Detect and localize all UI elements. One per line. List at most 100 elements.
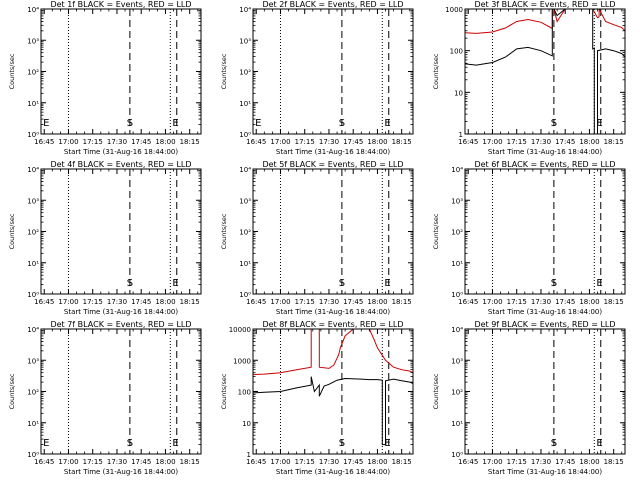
y-tick-label: 10⁴ — [451, 326, 463, 334]
x-tick-label: 17:15 — [295, 298, 315, 306]
event-marker-s: S — [551, 278, 557, 289]
y-axis-label: Counts/sec — [220, 373, 228, 409]
event-marker-e: E — [172, 278, 178, 289]
x-tick-label: 16:45 — [34, 138, 54, 146]
y-tick-label: 10¹ — [27, 260, 39, 268]
y-tick-label: 10³ — [239, 37, 251, 45]
x-axis-label: Start Time (31-Aug-16 18:44:00) — [276, 468, 390, 476]
x-tick-label: 16:45 — [458, 138, 478, 146]
panel-title: Det 6f BLACK = Events, RED = LLD — [474, 160, 615, 169]
x-tick-label: 17:15 — [295, 458, 315, 466]
x-tick-label: 17:45 — [555, 298, 575, 306]
x-tick-label: 17:45 — [343, 458, 363, 466]
x-tick-label: 17:15 — [83, 138, 103, 146]
x-tick-label: 17:30 — [531, 138, 551, 146]
events-series-line — [465, 9, 625, 134]
detector-panel-1: Det 1f BLACK = Events, RED = LLD E S E 10⁰ 10… — [8, 0, 202, 156]
x-tick-label: 17:30 — [107, 458, 127, 466]
x-tick-label: 17:00 — [270, 458, 290, 466]
event-marker-s: S — [551, 438, 557, 449]
x-tick-label: 18:00 — [367, 298, 387, 306]
y-tick-label: 10⁴ — [239, 6, 251, 14]
event-marker-e: E — [596, 438, 602, 449]
x-tick-label: 18:00 — [367, 138, 387, 146]
event-marker-e: E — [172, 438, 178, 449]
x-tick-label: 17:45 — [131, 458, 151, 466]
x-tick-label: 16:45 — [246, 458, 266, 466]
x-tick-label: 18:00 — [155, 138, 175, 146]
y-tick-label: 10⁴ — [27, 6, 39, 14]
event-marker-s: S — [339, 118, 345, 129]
panel-frame — [40, 8, 202, 135]
y-axis-label: Counts/sec — [8, 53, 16, 89]
x-axis-label: Start Time (31-Aug-16 18:44:00) — [64, 148, 178, 156]
x-tick-label: 17:00 — [270, 298, 290, 306]
y-tick-label: 1000 — [233, 357, 251, 365]
x-axis-label: Start Time (31-Aug-16 18:44:00) — [276, 148, 390, 156]
y-tick-label: 1 — [459, 131, 463, 139]
detector-panel-5: Det 5f BLACK = Events, RED = LLD S E 10⁰ 10¹… — [220, 160, 414, 316]
x-tick-label: 16:45 — [34, 458, 54, 466]
y-tick-label: 10³ — [239, 197, 251, 205]
x-tick-label: 18:00 — [367, 458, 387, 466]
x-axis-label: Start Time (31-Aug-16 18:44:00) — [488, 308, 602, 316]
event-marker-s: S — [127, 438, 133, 449]
panel-frame — [252, 168, 414, 295]
x-tick-label: 17:00 — [58, 458, 78, 466]
y-tick-label: 10 — [454, 89, 463, 97]
y-axis-label: Counts/sec — [220, 213, 228, 249]
x-tick-label: 17:45 — [343, 298, 363, 306]
panel-title: Det 9f BLACK = Events, RED = LLD — [474, 320, 615, 329]
y-tick-label: 10³ — [27, 37, 39, 45]
event-marker-e: E — [43, 118, 49, 129]
y-axis-label: Counts/sec — [432, 373, 440, 409]
y-tick-label: 10² — [451, 229, 463, 237]
y-tick-label: 10⁴ — [27, 326, 39, 334]
y-tick-label: 10 — [242, 420, 251, 428]
x-tick-label: 17:30 — [531, 458, 551, 466]
panel-title: Det 1f BLACK = Events, RED = LLD — [50, 0, 191, 9]
y-tick-label: 10⁰ — [27, 451, 39, 459]
x-tick-label: 18:15 — [392, 458, 412, 466]
x-tick-label: 16:45 — [34, 298, 54, 306]
x-axis-label: Start Time (31-Aug-16 18:44:00) — [488, 468, 602, 476]
event-marker-s: S — [339, 438, 345, 449]
y-axis-label: Counts/sec — [432, 213, 440, 249]
x-tick-label: 17:45 — [555, 138, 575, 146]
panel-frame — [464, 168, 626, 295]
y-tick-label: 10⁰ — [239, 131, 251, 139]
y-tick-label: 10² — [27, 389, 39, 397]
x-axis-label: Start Time (31-Aug-16 18:44:00) — [64, 308, 178, 316]
event-marker-s: S — [127, 278, 133, 289]
y-axis-label: Counts/sec — [8, 213, 16, 249]
y-tick-label: 10⁰ — [27, 131, 39, 139]
x-tick-label: 18:15 — [604, 298, 624, 306]
x-tick-label: 18:00 — [155, 298, 175, 306]
x-axis-label: Start Time (31-Aug-16 18:44:00) — [64, 468, 178, 476]
x-axis-label: Start Time (31-Aug-16 18:44:00) — [276, 308, 390, 316]
panel-frame — [40, 328, 202, 455]
x-tick-label: 17:30 — [531, 298, 551, 306]
detector-panel-6: Det 6f BLACK = Events, RED = LLD S E 10⁰ 10¹… — [432, 160, 626, 316]
events-series-line — [253, 376, 413, 446]
x-tick-label: 17:00 — [270, 138, 290, 146]
y-tick-label: 10³ — [451, 197, 463, 205]
event-marker-s: S — [339, 278, 345, 289]
x-tick-label: 18:15 — [180, 138, 200, 146]
lld-series-line — [253, 329, 413, 375]
x-tick-label: 17:45 — [343, 138, 363, 146]
y-tick-label: 10⁴ — [451, 166, 463, 174]
y-tick-label: 100 — [238, 389, 251, 397]
lld-series-line — [465, 9, 625, 34]
y-tick-label: 10² — [239, 229, 251, 237]
y-tick-label: 1 — [247, 451, 251, 459]
y-tick-label: 10³ — [451, 357, 463, 365]
y-axis-label: Counts/sec — [432, 53, 440, 89]
detector-panel-8: Det 8f BLACK = Events, RED = LLD S E 1 10 100… — [220, 320, 414, 476]
x-tick-label: 17:15 — [507, 138, 527, 146]
y-tick-label: 10⁰ — [451, 291, 463, 299]
event-marker-e: E — [596, 278, 602, 289]
x-tick-label: 17:45 — [131, 298, 151, 306]
event-marker-s: S — [127, 118, 133, 129]
y-tick-label: 10¹ — [239, 260, 251, 268]
